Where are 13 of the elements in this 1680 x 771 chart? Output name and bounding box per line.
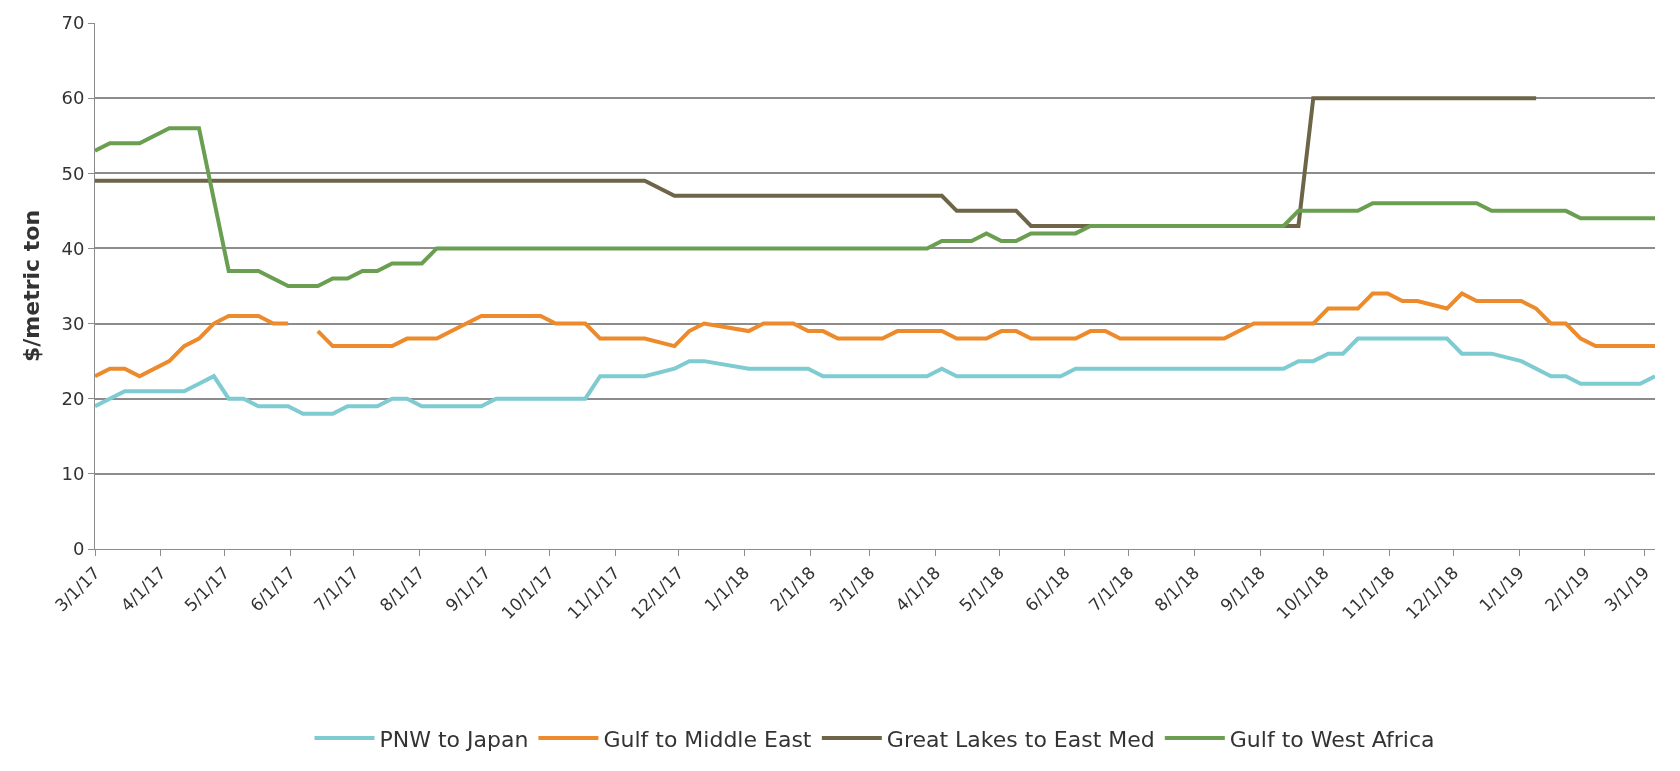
y-tick-label: 30: [61, 312, 85, 334]
y-tick-label: 70: [61, 12, 85, 34]
y-tick-label: 20: [61, 388, 85, 410]
y-tick-label: 10: [61, 463, 85, 485]
y-tick-label: 0: [72, 538, 85, 560]
y-tick-label: 40: [61, 237, 85, 259]
legend-label: Gulf to West Africa: [1229, 726, 1435, 752]
legend-label: PNW to Japan: [379, 726, 529, 752]
y-tick-label: 60: [61, 87, 85, 109]
y-tick-label: 50: [61, 162, 85, 184]
y-axis-title: $/metric ton: [19, 209, 45, 363]
legend-label: Great Lakes to East Med: [886, 726, 1155, 752]
legend-label: Gulf to Middle East: [603, 726, 812, 752]
